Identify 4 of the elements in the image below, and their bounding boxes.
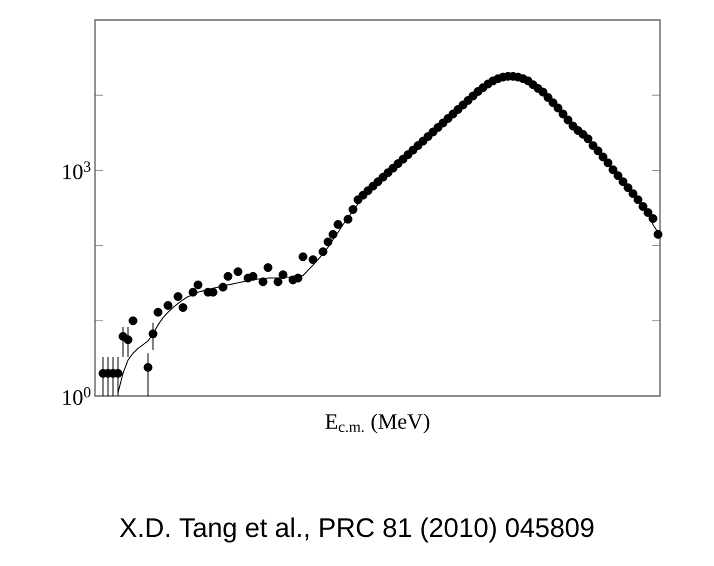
y-tick-label: 10$^{3}$ <box>63 161 90 180</box>
text: X.D. Tang et al., PRC 81 (2010) 045809 <box>120 517 594 543</box>
x-axis-title: E$_{c.m.}$ (MeV) <box>325 414 430 434</box>
y-tick-label: 10$^{0}$ <box>63 387 90 405</box>
